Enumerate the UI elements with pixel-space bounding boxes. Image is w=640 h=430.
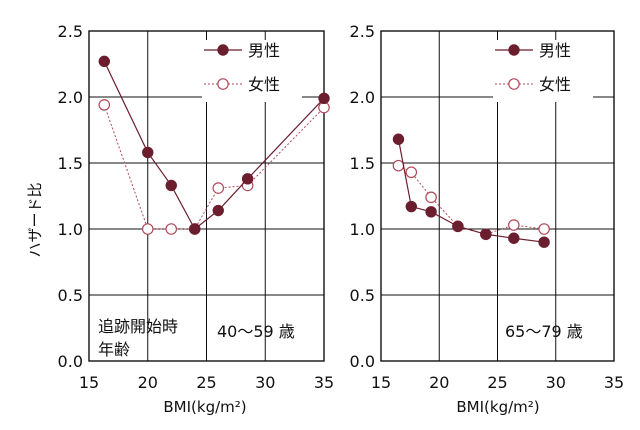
legend-male-label: 男性 [248, 41, 280, 60]
y-tick-label: 0.0 [58, 352, 83, 371]
y-tick-label: 0.5 [350, 286, 375, 305]
male-data-point [405, 200, 417, 213]
legend-female-marker [217, 78, 229, 90]
x-tick-label: 35 [604, 373, 624, 392]
y-axis-label: ハザード比 [26, 182, 44, 257]
x-tick-label: 30 [546, 373, 566, 392]
x-tick-label: 30 [255, 373, 275, 392]
panel-right-xlabel: BMI(kg/m²) [456, 398, 539, 416]
left-note-line-1: 追跡開始時 [98, 317, 178, 336]
female-data-point [405, 166, 418, 179]
left-age-label: 40～59 歳 [217, 322, 295, 341]
male-data-point [98, 55, 110, 68]
female-data-point [538, 223, 550, 235]
y-tick-label: 2.0 [58, 88, 83, 107]
male-series-line [397, 139, 545, 243]
male-data-point [538, 236, 550, 248]
male-data-point [452, 220, 464, 233]
legend-male-label: 男性 [539, 41, 571, 60]
male-data-point [142, 146, 154, 159]
y-tick-label: 2.5 [58, 22, 83, 41]
female-data-point [98, 99, 111, 111]
x-tick-label: 15 [79, 373, 99, 392]
male-data-point [165, 179, 177, 192]
male-data-point [392, 133, 405, 145]
female-data-point [425, 191, 437, 204]
y-tick-label: 0.5 [58, 286, 83, 305]
legend-male-marker [217, 44, 229, 56]
left-note-line-2: 年齢 [98, 340, 130, 359]
y-tick-label: 1.5 [350, 154, 375, 173]
male-data-point [425, 206, 437, 218]
y-tick-label: 1.5 [58, 154, 83, 173]
right-age-label: 65～79 歳 [505, 322, 583, 341]
male-data-point [241, 173, 254, 185]
female-data-point [392, 159, 405, 172]
y-tick-label: 2.5 [350, 22, 375, 41]
x-tick-label: 35 [314, 373, 334, 392]
x-tick-label: 25 [196, 373, 216, 392]
x-tick-label: 25 [487, 373, 507, 392]
female-data-point [212, 182, 225, 194]
x-tick-label: 15 [371, 373, 391, 392]
legend-female-marker [508, 78, 520, 90]
female-data-point [141, 223, 154, 235]
male-data-point [508, 232, 520, 244]
plot-frame [88, 30, 325, 362]
y-tick-label: 2.0 [350, 88, 375, 107]
female-data-point [508, 219, 520, 231]
plot-frame [380, 30, 615, 362]
legend-female-label: 女性 [248, 75, 280, 94]
male-data-point [318, 92, 330, 105]
panel-left-xlabel: BMI(kg/m²) [163, 398, 246, 416]
female-series-line [398, 165, 545, 235]
legend-female-label: 女性 [539, 75, 571, 94]
y-tick-label: 0.0 [350, 352, 375, 371]
x-tick-label: 20 [429, 373, 449, 392]
y-tick-label: 1.0 [58, 220, 83, 239]
x-tick-label: 20 [138, 373, 158, 392]
male-data-point [212, 204, 224, 217]
male-data-point [189, 223, 201, 235]
legend-male-marker [508, 44, 520, 56]
female-data-point [165, 223, 178, 235]
male-data-point [480, 228, 492, 240]
y-tick-label: 1.0 [350, 220, 375, 239]
